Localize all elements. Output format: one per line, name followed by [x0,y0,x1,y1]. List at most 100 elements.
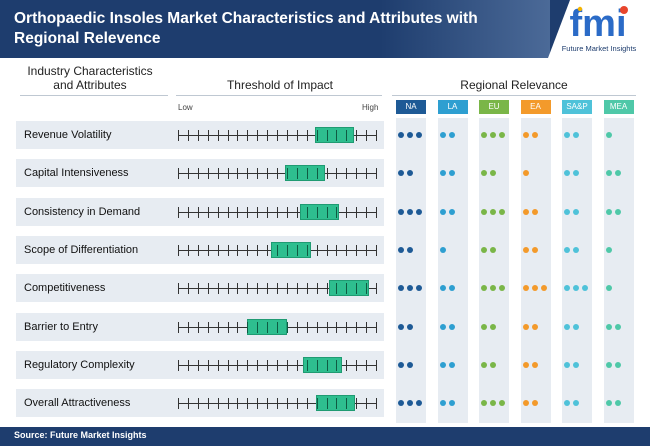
impact-box-tick [306,168,308,180]
impact-axis-tick [227,206,229,218]
impact-box-tick [296,168,298,180]
relevance-dot [481,400,487,407]
impact-axis-tick [187,321,189,333]
impact-axis-tick [237,359,239,371]
region-header: EA [520,100,551,114]
impact-axis-tick [237,283,239,295]
impact-box-tick [316,168,318,180]
impact-axis-tick [316,244,318,256]
impact-axis-tick [217,168,219,180]
impact-box-tick [336,130,338,141]
impact-axis-tick [178,168,179,180]
relevance-dot [573,323,579,330]
impact-axis-tick [286,359,288,371]
relevance-dot [481,361,487,368]
impact-axis-tick [227,244,229,256]
impact-axis-tick [197,130,199,141]
impact-axis-tick [366,168,368,180]
impact-axis-tick [267,398,269,410]
relevance-dot [573,170,579,177]
impact-axis-tick [356,321,358,333]
impact-axis-tick [178,206,179,218]
impact-box-tick [306,359,308,371]
impact-axis-tick [207,359,209,371]
impact-axis-tick [346,359,348,371]
impact-axis-tick [227,168,229,180]
impact-axis-tick [247,244,249,256]
impact-axis-tick [217,130,219,141]
impact-axis-tick [277,283,278,295]
region-column [479,118,509,423]
impact-axis-tick [267,283,269,295]
impact-axis-tick [187,130,189,141]
relevance-dot [439,400,446,407]
impact-axis-tick [227,398,229,410]
relevance-dot [448,323,455,330]
relevance-dot [398,132,404,138]
impact-axis-tick [237,168,239,180]
impact-axis-tick [316,321,318,333]
impact-axis-tick [336,244,338,256]
impact-range-box [315,395,356,412]
relevance-dot [531,132,538,138]
impact-box-tick [366,283,368,295]
relevance-dot [522,132,529,138]
impact-box-tick [306,206,308,218]
relevance-dot [531,323,538,330]
relevance-dot [531,285,538,292]
region-column [437,118,468,423]
impact-axis-tick [277,398,278,410]
impact-axis-tick [187,168,189,180]
impact-axis-tick [326,168,328,180]
relevance-dot [522,361,529,368]
relevance-dot [490,361,496,368]
scale-low-label: Low [178,103,193,112]
impact-box-tick [286,321,288,333]
impact-axis-tick [286,283,288,295]
impact-axis-tick [197,359,199,371]
impact-axis-tick [366,244,368,256]
threshold-header-underline [176,95,382,96]
header-banner: Orthopaedic Insoles Market Characteristi… [0,0,650,58]
impact-axis-tick [267,244,269,256]
impact-axis-tick [277,359,278,371]
impact-axis-tick [207,206,209,218]
industry-header-underline [20,95,168,96]
relevance-dot [398,285,404,292]
relevance-dot [499,400,505,407]
impact-axis-tick [296,321,298,333]
relevance-dot [398,323,404,330]
attribute-label: Capital Intensiveness [24,167,129,180]
impact-axis-tick [366,359,368,371]
impact-box-tick [257,321,259,333]
scale-high-label: High [362,103,379,112]
impact-axis-tick [187,244,189,256]
impact-axis-tick [187,206,189,218]
relevance-dot [499,285,505,292]
relevance-dot [490,400,496,407]
footer-bar: Source: Future Market Insights [0,427,650,446]
impact-axis-tick [178,244,179,256]
impact-axis-tick [346,168,348,180]
relevance-dot [439,361,446,368]
impact-axis-tick [178,321,179,333]
relevance-dot [448,285,455,292]
impact-box-tick [306,244,308,256]
impact-axis-tick [178,398,179,410]
impact-axis-tick [257,130,259,141]
attribute-label: Consistency in Demand [24,205,141,218]
impact-axis-tick [187,359,189,371]
impact-axis-tick [217,206,219,218]
relevance-dot [564,285,570,292]
impact-axis-tick [296,283,298,295]
relevance-dot [573,208,579,215]
impact-axis-tick [336,168,338,180]
impact-box-tick [296,244,298,256]
impact-axis-tick [257,398,259,410]
relevance-dot [407,285,413,292]
impact-axis-tick [326,244,328,256]
impact-axis-tick [356,359,358,371]
impact-axis-tick [376,359,377,371]
impact-axis-tick [376,321,377,333]
impact-axis-tick [356,168,358,180]
